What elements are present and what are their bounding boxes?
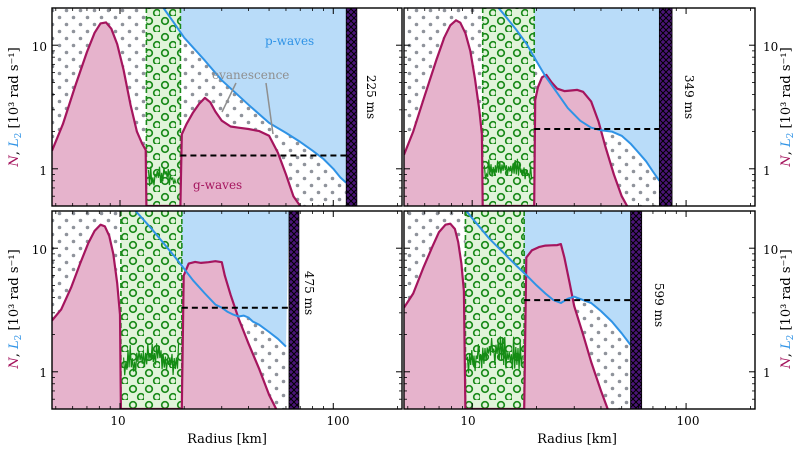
panel-a-plot [51, 7, 403, 207]
ylabel-unit: [10³ rad s⁻¹] [779, 249, 794, 334]
panel-c-xtick-10: 10 [110, 414, 125, 428]
lamb-frequency-line [465, 211, 632, 346]
panel-d-y-ticklabels: 10 1 [763, 243, 778, 380]
brunt-vaisala-line [52, 223, 278, 409]
panel-a-ytick-1: 1 [39, 164, 47, 178]
panel-d-xtick-100: 100 [677, 414, 700, 428]
panel-c-y-ticklabels: 10 1 [32, 243, 47, 380]
ylabel-n-symbol: N [7, 155, 22, 168]
p-wave-region [163, 8, 347, 183]
ylabel-l2-sub: 2 [786, 335, 796, 341]
shock-front [288, 211, 300, 409]
panel-c-plot [51, 210, 403, 410]
g-wave-region [404, 223, 608, 409]
lamb-frequency-line [162, 8, 347, 184]
shock-front [630, 211, 643, 409]
g-wave-region [52, 224, 277, 409]
ylabel-n-symbol: N [779, 357, 794, 370]
ylabel-sep: , [779, 349, 794, 357]
panel-d-time-label: 599 ms [652, 283, 666, 327]
convective-zone [465, 211, 525, 409]
brunt-vaisala-line [404, 19, 629, 206]
ylabel-l2-sub: 2 [14, 335, 24, 341]
panel-inner [52, 211, 402, 409]
g-waves-label: g-waves [193, 178, 242, 192]
convective-noise-line [466, 336, 523, 374]
panel-a-ytick-10: 10 [32, 40, 47, 54]
panel-b-time-label: 349 ms [682, 75, 696, 119]
panel-d: 599 ms 10 1 10 100 Radius [km] [403, 210, 778, 447]
panel-b-plot [403, 7, 756, 207]
panel-c-x-ticklabels: 10 100 [110, 414, 349, 428]
panel-c-ytick-1: 1 [39, 366, 47, 380]
panel-c: 475 ms 10 1 10 100 Radius [km] [32, 210, 403, 447]
ylabel-sep: , [7, 349, 22, 357]
g-wave-region [52, 22, 301, 206]
ylabel-sep: , [779, 147, 794, 155]
panel-a: 225 ms p-waves g-waves evanescence 10 1 [32, 7, 403, 207]
panel-d-ytick-1: 1 [763, 366, 771, 380]
panel-frame [403, 7, 756, 207]
panel-d-ytick-10: 10 [763, 243, 778, 257]
ylabel-l2-sub: 2 [14, 133, 24, 139]
ylabel-l2-symbol: L [7, 340, 22, 350]
shock-front [658, 8, 673, 206]
panel-d-xtick-10: 10 [460, 414, 475, 428]
evanescence-label: evanescence [212, 68, 289, 82]
ylabel-sep: , [7, 147, 22, 155]
ylabel-unit: [10³ rad s⁻¹] [779, 47, 794, 132]
panel-frame [51, 210, 403, 410]
ylabel-l2-symbol: L [779, 138, 794, 148]
evanescence-arrow-left [221, 82, 237, 113]
shock-front [345, 8, 358, 206]
panel-b-y-ticklabels: 10 1 [763, 40, 778, 178]
panel-frame [51, 7, 403, 207]
panel-inner [52, 8, 402, 206]
panel-d-x-ticklabels: 10 100 [460, 414, 699, 428]
ylabel-l2-symbol: L [779, 340, 794, 350]
convective-noise-line [147, 166, 177, 187]
panel-inner [404, 211, 755, 409]
panel-b-ytick-10: 10 [763, 40, 778, 54]
panel-d-plot [403, 210, 756, 410]
convective-zone [482, 8, 535, 206]
panel-a-time-label: 225 ms [364, 75, 378, 119]
panel-inner [404, 8, 755, 206]
y-axis-label-bottom-left: N, L2 [10³ rad s⁻¹] [7, 249, 24, 369]
brunt-vaisala-line [52, 21, 302, 206]
lamb-frequency-line [497, 8, 661, 182]
post-shock-region [659, 8, 755, 206]
g-wave-region [404, 20, 628, 206]
y-axis-label-bottom-right: N, L2 [10³ rad s⁻¹] [779, 249, 796, 369]
panel-c-ytick-10: 10 [32, 243, 47, 257]
panel-b: 349 ms 10 1 [403, 7, 778, 207]
ylabel-unit: [10³ rad s⁻¹] [7, 249, 22, 334]
ylabel-n-symbol: N [7, 357, 22, 370]
panel-d-xlabel: Radius [km] [537, 432, 617, 447]
panel-c-time-label: 475 ms [302, 271, 316, 315]
post-shock-region [288, 211, 402, 409]
panel-c-xlabel: Radius [km] [187, 432, 267, 447]
post-shock-region [630, 211, 755, 409]
p-waves-label: p-waves [265, 34, 314, 48]
y-axis-label-top-right: N, L2 [10³ rad s⁻¹] [779, 47, 796, 167]
convective-noise-line [483, 158, 533, 180]
panel-frame [403, 210, 756, 410]
ylabel-n-symbol: N [779, 155, 794, 168]
lamb-frequency-line [134, 211, 287, 348]
panel-a-y-ticklabels: 10 1 [32, 40, 47, 178]
y-axis-label-top-left: N, L2 [10³ rad s⁻¹] [7, 47, 24, 167]
ylabel-l2-sub: 2 [786, 133, 796, 139]
evanescence-arrow-right [265, 82, 274, 135]
panel-b-ytick-1: 1 [763, 164, 771, 178]
convective-zone [120, 211, 182, 409]
panel-c-xtick-100: 100 [327, 414, 350, 428]
convective-noise-line [123, 342, 180, 376]
ylabel-unit: [10³ rad s⁻¹] [7, 47, 22, 132]
ylabel-l2-symbol: L [7, 138, 22, 148]
